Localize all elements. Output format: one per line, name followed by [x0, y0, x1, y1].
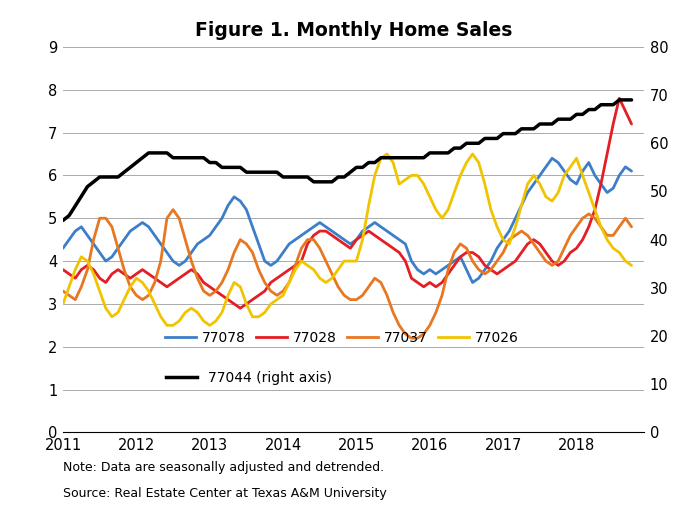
- Text: Source: Real Estate Center at Texas A&M University: Source: Real Estate Center at Texas A&M …: [63, 487, 386, 500]
- Legend: 77044 (right axis): 77044 (right axis): [160, 366, 337, 391]
- Title: Figure 1. Monthly Home Sales: Figure 1. Monthly Home Sales: [195, 21, 512, 40]
- Text: Note: Data are seasonally adjusted and detrended.: Note: Data are seasonally adjusted and d…: [63, 461, 384, 474]
